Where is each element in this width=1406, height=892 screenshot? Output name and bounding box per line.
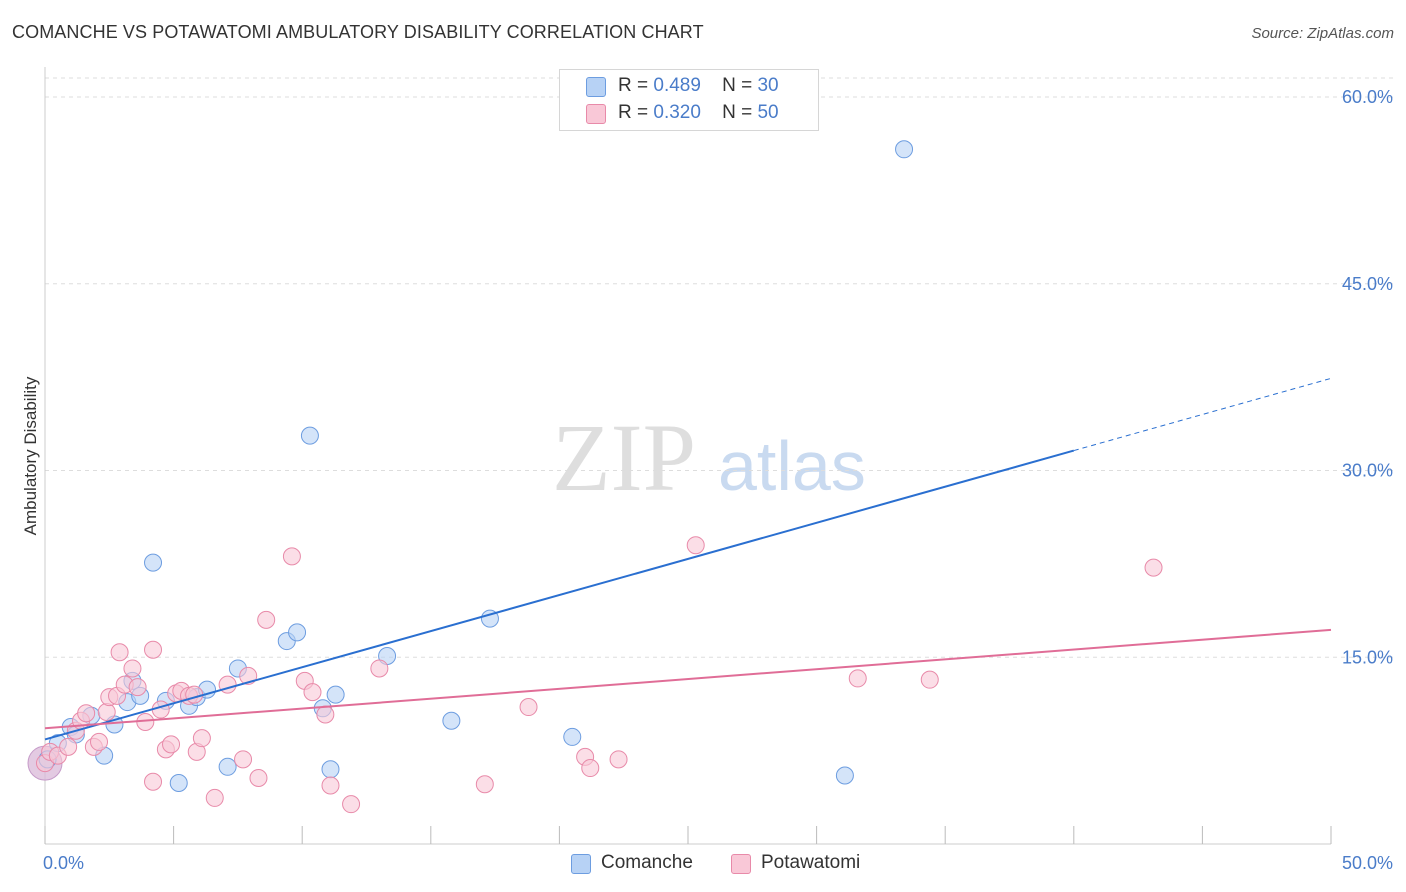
comanche-swatch <box>586 77 606 97</box>
potawatomi-point <box>316 705 335 724</box>
comanche-legend-label: Comanche <box>601 852 693 873</box>
potawatomi-point <box>370 659 389 678</box>
comanche-point <box>321 760 340 779</box>
axes <box>44 67 1332 845</box>
comanche-n-label: N = <box>722 75 753 96</box>
potawatomi-point <box>342 795 361 814</box>
comanche-point <box>480 609 499 628</box>
tick-labels: 15.0% 30.0% 45.0% 60.0% 0.0% 50.0% <box>43 87 1393 873</box>
comanche-point <box>442 711 461 730</box>
y-tick-label: 45.0% <box>1342 274 1393 294</box>
potawatomi-point <box>475 775 494 794</box>
comanche-point <box>563 727 582 746</box>
comanche-legend-swatch <box>571 854 591 874</box>
potawatomi-trend-line <box>44 628 1332 730</box>
comanche-trend-extension <box>1073 377 1332 452</box>
comanche-point <box>288 623 307 642</box>
potawatomi-point <box>609 750 628 769</box>
source-credit: Source: ZipAtlas.com <box>1251 25 1394 42</box>
potawatomi-point <box>848 669 867 688</box>
watermark-atlas: atlas <box>718 427 866 505</box>
watermark-zip: ZIP <box>552 404 696 511</box>
y-tick-label: 15.0% <box>1342 647 1393 667</box>
comanche-trend-line <box>44 449 1075 741</box>
potawatomi-legend-swatch <box>731 854 751 874</box>
potawatomi-point <box>519 698 538 717</box>
comanche-point <box>169 773 188 792</box>
potawatomi-swatch <box>586 104 606 124</box>
potawatomi-point <box>110 643 129 662</box>
potawatomi-point <box>123 659 142 678</box>
potawatomi-point <box>282 547 301 566</box>
correlation-legend: R = 0.489 N = 30 R = 0.320 N = 50 <box>559 69 819 131</box>
potawatomi-r-value: 0.320 <box>653 102 701 123</box>
chart-title: COMANCHE VS POTAWATOMI AMBULATORY DISABI… <box>12 22 704 42</box>
x-tick-label: 50.0% <box>1342 853 1393 873</box>
potawatomi-point <box>144 772 163 791</box>
potawatomi-r-label: R = <box>618 102 649 123</box>
potawatomi-point <box>144 640 163 659</box>
comanche-point <box>835 766 854 785</box>
potawatomi-point <box>192 729 211 748</box>
comanche-r-value: 0.489 <box>653 75 701 96</box>
potawatomi-point <box>920 670 939 689</box>
potawatomi-legend-label: Potawatomi <box>761 852 861 873</box>
potawatomi-point <box>1144 558 1163 577</box>
potawatomi-point <box>77 704 96 723</box>
potawatomi-point <box>234 750 253 769</box>
potawatomi-point <box>257 610 276 629</box>
comanche-point <box>895 140 914 159</box>
y-tick-label: 60.0% <box>1342 87 1393 107</box>
grid-lines <box>45 77 1394 658</box>
comanche-point <box>326 685 345 704</box>
potawatomi-point <box>581 759 600 778</box>
potawatomi-point <box>686 536 705 555</box>
potawatomi-point <box>128 678 147 697</box>
potawatomi-point <box>303 683 322 702</box>
y-tick-label: 30.0% <box>1342 461 1393 481</box>
potawatomi-point <box>59 737 78 756</box>
trend-lines <box>44 377 1332 741</box>
potawatomi-n-value: 50 <box>757 102 779 123</box>
comanche-r-label: R = <box>618 75 649 96</box>
potawatomi-point <box>205 788 224 807</box>
potawatomi-n-label: N = <box>722 102 753 123</box>
comanche-point <box>300 426 319 445</box>
x-tick-label: 0.0% <box>43 853 84 873</box>
potawatomi-point <box>321 776 340 795</box>
potawatomi-point <box>162 735 181 754</box>
potawatomi-point <box>90 732 109 751</box>
potawatomi-point <box>249 769 268 788</box>
y-axis-title: Ambulatory Disability <box>21 376 40 535</box>
potawatomi-point <box>97 703 116 722</box>
comanche-n-value: 30 <box>757 75 779 96</box>
potawatomi-point <box>185 685 204 704</box>
data-points <box>27 140 1163 814</box>
comanche-point <box>144 553 163 572</box>
comanche-point <box>218 757 237 776</box>
